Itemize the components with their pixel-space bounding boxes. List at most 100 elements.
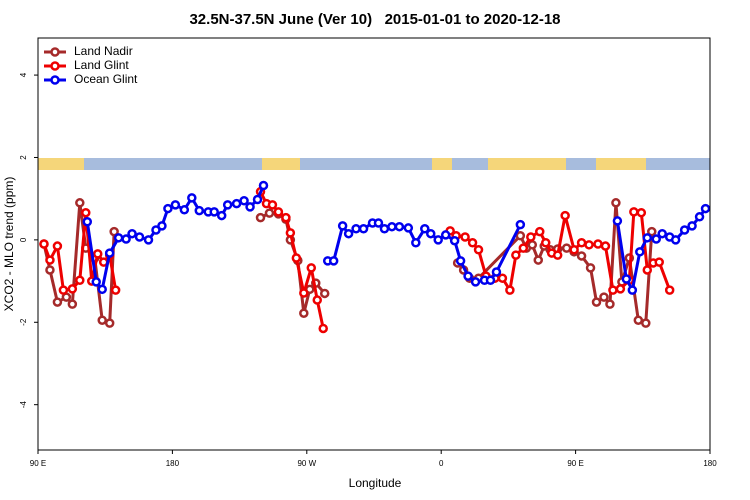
data-point xyxy=(239,195,249,206)
data-point xyxy=(67,299,78,309)
data-point xyxy=(58,285,69,295)
data-point xyxy=(337,221,348,231)
x-tick-label: 0 xyxy=(439,459,444,468)
data-point xyxy=(255,212,266,223)
y-tick-label: 0 xyxy=(19,237,28,242)
data-point xyxy=(216,210,227,221)
data-point xyxy=(642,233,653,243)
data-point xyxy=(281,212,291,223)
data-point xyxy=(449,235,460,246)
legend-marker xyxy=(50,47,60,57)
data-point xyxy=(127,228,137,239)
data-point xyxy=(664,285,675,295)
data-point xyxy=(540,238,551,248)
data-point xyxy=(599,292,609,302)
data-point xyxy=(627,285,638,295)
x-axis-label: Longitude xyxy=(349,476,402,490)
data-point xyxy=(97,315,107,325)
y-tick-label: 2 xyxy=(19,155,28,160)
data-point xyxy=(470,277,481,287)
data-point xyxy=(151,225,161,235)
data-point xyxy=(491,267,502,277)
data-point xyxy=(358,224,369,234)
data-point xyxy=(515,231,526,241)
data-point xyxy=(647,226,657,237)
data-point xyxy=(75,198,85,208)
plot-frame xyxy=(37,37,711,451)
x-tick-label: 90 E xyxy=(567,459,583,468)
data-point xyxy=(552,250,563,260)
data-point xyxy=(460,232,470,242)
data-point xyxy=(515,219,526,230)
data-point xyxy=(373,218,384,228)
data-point xyxy=(343,228,354,239)
data-point xyxy=(81,207,91,218)
data-point xyxy=(91,277,101,287)
data-point xyxy=(641,318,651,328)
data-point xyxy=(621,274,632,284)
y-axis-label: XCO2 - MLO trend (ppm) xyxy=(2,177,16,312)
data-point xyxy=(379,224,390,234)
data-point xyxy=(593,239,603,249)
data-point xyxy=(45,265,55,275)
data-point xyxy=(209,207,219,217)
data-point xyxy=(411,238,421,248)
data-point xyxy=(110,285,121,295)
data-point xyxy=(318,323,328,334)
data-point xyxy=(585,263,596,273)
data-point xyxy=(576,251,587,261)
data-point xyxy=(615,284,626,294)
data-point xyxy=(52,241,63,251)
data-point xyxy=(104,248,115,258)
legend-marker xyxy=(50,61,60,71)
data-point xyxy=(576,238,587,248)
data-point xyxy=(569,245,579,255)
data-point xyxy=(425,228,436,239)
data-point xyxy=(299,308,309,318)
data-point xyxy=(97,284,107,295)
data-point xyxy=(533,255,544,265)
data-point xyxy=(605,299,615,309)
data-point xyxy=(473,245,484,255)
data-point xyxy=(319,288,330,299)
data-point xyxy=(467,238,478,248)
data-point xyxy=(75,275,85,286)
data-point xyxy=(273,207,284,217)
x-tick-label: 90 W xyxy=(297,459,316,468)
data-point xyxy=(463,271,473,281)
data-point xyxy=(526,232,536,242)
data-point xyxy=(121,234,131,244)
x-tick-label: 180 xyxy=(703,459,717,468)
data-point xyxy=(654,257,664,267)
data-point xyxy=(179,205,190,215)
data-point xyxy=(440,230,451,240)
data-point xyxy=(527,240,538,250)
data-point xyxy=(497,273,508,283)
data-point xyxy=(420,224,430,234)
data-point xyxy=(636,207,647,218)
data-point xyxy=(633,315,644,325)
data-point xyxy=(170,200,181,210)
data-point xyxy=(194,205,205,216)
data-point xyxy=(612,216,623,226)
data-point xyxy=(231,198,242,209)
data-point xyxy=(163,203,173,214)
data-point xyxy=(651,234,661,244)
data-point xyxy=(245,202,255,212)
data-point xyxy=(485,275,496,286)
data-point xyxy=(328,256,339,266)
data-point xyxy=(433,235,443,245)
data-point xyxy=(535,226,545,237)
data-point xyxy=(679,225,690,235)
data-point xyxy=(306,263,317,273)
data-point xyxy=(113,233,124,243)
data-point xyxy=(394,221,405,232)
data-point xyxy=(351,224,361,234)
data-point xyxy=(67,284,78,294)
data-point xyxy=(670,235,681,245)
series-line xyxy=(42,202,654,326)
data-point xyxy=(312,295,323,305)
data-point xyxy=(635,247,645,257)
